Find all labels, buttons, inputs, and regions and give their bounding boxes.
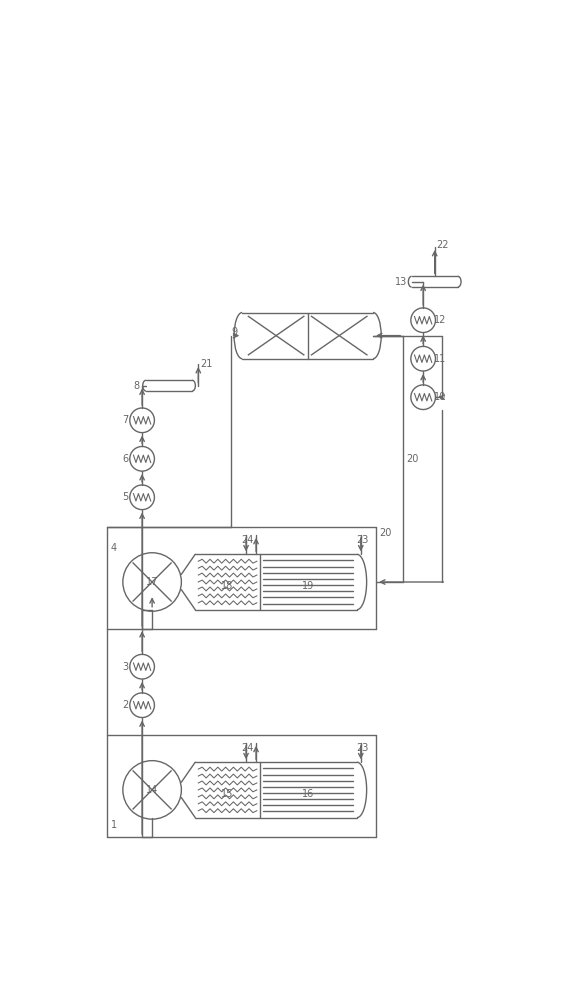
Text: 16: 16 <box>302 789 315 799</box>
Text: 19: 19 <box>302 581 315 591</box>
Text: 10: 10 <box>434 392 446 402</box>
Text: 18: 18 <box>222 581 234 591</box>
Text: 11: 11 <box>434 354 446 364</box>
Text: 9: 9 <box>231 327 238 337</box>
Text: 12: 12 <box>434 315 447 325</box>
Text: 14: 14 <box>146 785 158 795</box>
Text: 2: 2 <box>122 700 128 710</box>
Text: 22: 22 <box>436 240 449 250</box>
Text: 8: 8 <box>134 381 140 391</box>
Text: 15: 15 <box>222 789 234 799</box>
Text: 23: 23 <box>356 743 368 753</box>
Text: 3: 3 <box>122 662 128 672</box>
Text: 5: 5 <box>122 492 128 502</box>
Text: 4: 4 <box>111 543 116 553</box>
Text: 23: 23 <box>356 535 368 545</box>
Text: 24: 24 <box>242 743 254 753</box>
Text: 13: 13 <box>395 277 407 287</box>
Text: 24: 24 <box>242 535 254 545</box>
Text: 17: 17 <box>146 577 158 587</box>
Text: 20: 20 <box>406 454 419 464</box>
Text: 21: 21 <box>200 359 212 369</box>
Text: 7: 7 <box>122 415 128 425</box>
Text: 1: 1 <box>111 820 116 830</box>
Text: 20: 20 <box>379 528 392 538</box>
Text: 6: 6 <box>122 454 128 464</box>
